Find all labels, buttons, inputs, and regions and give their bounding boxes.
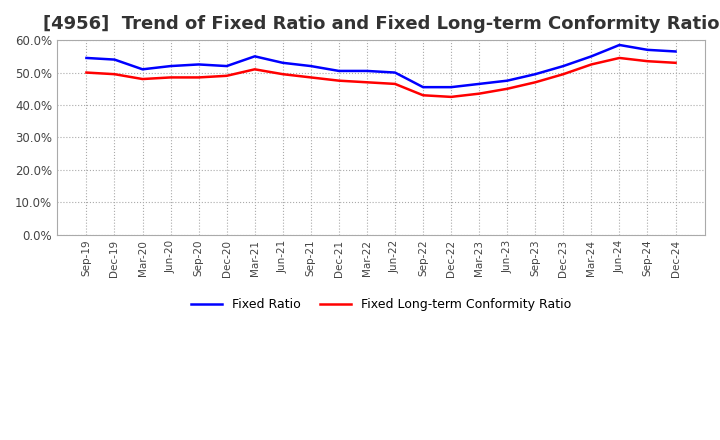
Line: Fixed Long-term Conformity Ratio: Fixed Long-term Conformity Ratio: [86, 58, 675, 97]
Fixed Long-term Conformity Ratio: [222, 73, 231, 78]
Fixed Ratio: [475, 81, 484, 87]
Fixed Ratio: [194, 62, 203, 67]
Fixed Long-term Conformity Ratio: [391, 81, 400, 87]
Fixed Ratio: [615, 42, 624, 48]
Fixed Ratio: [643, 47, 652, 52]
Fixed Long-term Conformity Ratio: [166, 75, 175, 80]
Fixed Ratio: [251, 54, 259, 59]
Fixed Ratio: [363, 68, 372, 73]
Fixed Ratio: [279, 60, 287, 66]
Fixed Ratio: [138, 67, 147, 72]
Fixed Long-term Conformity Ratio: [110, 72, 119, 77]
Fixed Long-term Conformity Ratio: [503, 86, 511, 92]
Fixed Ratio: [110, 57, 119, 62]
Fixed Long-term Conformity Ratio: [447, 94, 456, 99]
Fixed Ratio: [503, 78, 511, 83]
Fixed Long-term Conformity Ratio: [475, 91, 484, 96]
Fixed Ratio: [166, 63, 175, 69]
Legend: Fixed Ratio, Fixed Long-term Conformity Ratio: Fixed Ratio, Fixed Long-term Conformity …: [186, 293, 576, 316]
Fixed Ratio: [587, 54, 595, 59]
Line: Fixed Ratio: Fixed Ratio: [86, 45, 675, 87]
Fixed Ratio: [531, 72, 539, 77]
Fixed Ratio: [82, 55, 91, 61]
Fixed Ratio: [222, 63, 231, 69]
Fixed Ratio: [391, 70, 400, 75]
Fixed Long-term Conformity Ratio: [251, 67, 259, 72]
Fixed Ratio: [671, 49, 680, 54]
Fixed Long-term Conformity Ratio: [531, 80, 539, 85]
Fixed Ratio: [419, 84, 428, 90]
Fixed Long-term Conformity Ratio: [82, 70, 91, 75]
Fixed Long-term Conformity Ratio: [615, 55, 624, 61]
Fixed Long-term Conformity Ratio: [587, 62, 595, 67]
Fixed Long-term Conformity Ratio: [643, 59, 652, 64]
Fixed Ratio: [447, 84, 456, 90]
Fixed Long-term Conformity Ratio: [559, 72, 567, 77]
Fixed Ratio: [559, 63, 567, 69]
Fixed Long-term Conformity Ratio: [279, 72, 287, 77]
Fixed Long-term Conformity Ratio: [194, 75, 203, 80]
Title: [4956]  Trend of Fixed Ratio and Fixed Long-term Conformity Ratio: [4956] Trend of Fixed Ratio and Fixed Lo…: [42, 15, 719, 33]
Fixed Ratio: [307, 63, 315, 69]
Fixed Long-term Conformity Ratio: [419, 93, 428, 98]
Fixed Long-term Conformity Ratio: [335, 78, 343, 83]
Fixed Ratio: [335, 68, 343, 73]
Fixed Long-term Conformity Ratio: [363, 80, 372, 85]
Fixed Long-term Conformity Ratio: [307, 75, 315, 80]
Fixed Long-term Conformity Ratio: [138, 77, 147, 82]
Fixed Long-term Conformity Ratio: [671, 60, 680, 66]
